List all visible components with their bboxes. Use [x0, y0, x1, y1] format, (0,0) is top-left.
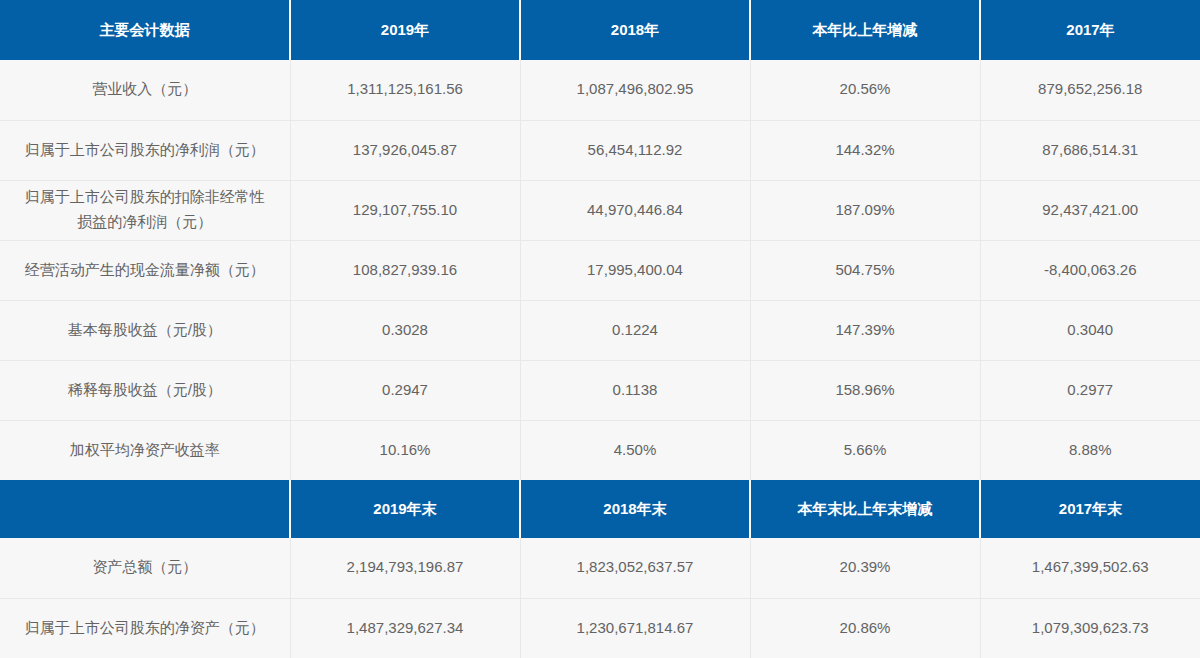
table-row-operating-cash-flow: 经营活动产生的现金流量净额（元） 108,827,939.16 17,995,4…	[0, 240, 1200, 300]
header-end-2018: 2018年末	[520, 480, 750, 538]
cell-value-2019: 10.16%	[290, 420, 520, 480]
table-row-diluted-eps: 稀释每股收益（元/股） 0.2947 0.1138 158.96% 0.2977	[0, 360, 1200, 420]
cell-value-2017: 0.3040	[980, 300, 1200, 360]
cell-value-2017: 879,652,256.18	[980, 60, 1200, 120]
cell-value-2018: 4.50%	[520, 420, 750, 480]
table-row-weighted-avg-roe: 加权平均净资产收益率 10.16% 4.50% 5.66% 8.88%	[0, 420, 1200, 480]
table-row-total-assets: 资产总额（元） 2,194,793,196.87 1,823,052,637.5…	[0, 538, 1200, 598]
row-label: 归属于上市公司股东的净利润（元）	[0, 120, 290, 180]
table-row-net-profit-excl-nonrecurring: 归属于上市公司股东的扣除非经常性损益的净利润（元） 129,107,755.10…	[0, 180, 1200, 240]
key-accounting-data-table: 主要会计数据 2019年 2018年 本年比上年增减 2017年 营业收入（元）…	[0, 0, 1200, 658]
row-label: 稀释每股收益（元/股）	[0, 360, 290, 420]
cell-value-2019: 1,311,125,161.56	[290, 60, 520, 120]
cell-value-2019: 0.2947	[290, 360, 520, 420]
cell-value-2019: 137,926,045.87	[290, 120, 520, 180]
row-label: 归属于上市公司股东的净资产（元）	[0, 598, 290, 658]
cell-value-2017: 87,686,514.31	[980, 120, 1200, 180]
cell-value-2017: 0.2977	[980, 360, 1200, 420]
cell-value-change: 187.09%	[750, 180, 980, 240]
cell-value-2017: 8.88%	[980, 420, 1200, 480]
header-empty	[0, 480, 290, 538]
cell-value-2019: 108,827,939.16	[290, 240, 520, 300]
header-year-end-change: 本年末比上年末增减	[750, 480, 980, 538]
cell-value-change: 20.86%	[750, 598, 980, 658]
cell-value-2017: 1,467,399,502.63	[980, 538, 1200, 598]
cell-value-2017: -8,400,063.26	[980, 240, 1200, 300]
row-label: 加权平均净资产收益率	[0, 420, 290, 480]
header-end-2019: 2019年末	[290, 480, 520, 538]
year-end-header-row: 2019年末 2018年末 本年末比上年末增减 2017年末	[0, 480, 1200, 538]
cell-value-change: 158.96%	[750, 360, 980, 420]
cell-value-change: 5.66%	[750, 420, 980, 480]
table-row-net-profit: 归属于上市公司股东的净利润（元） 137,926,045.87 56,454,1…	[0, 120, 1200, 180]
cell-value-2019: 1,487,329,627.34	[290, 598, 520, 658]
cell-value-2019: 2,194,793,196.87	[290, 538, 520, 598]
row-label: 资产总额（元）	[0, 538, 290, 598]
row-label: 归属于上市公司股东的扣除非经常性损益的净利润（元）	[0, 180, 290, 240]
cell-value-2018: 1,087,496,802.95	[520, 60, 750, 120]
cell-value-2018: 0.1138	[520, 360, 750, 420]
cell-value-2018: 0.1224	[520, 300, 750, 360]
cell-value-change: 504.75%	[750, 240, 980, 300]
cell-value-change: 20.56%	[750, 60, 980, 120]
cell-value-2017: 1,079,309,623.73	[980, 598, 1200, 658]
header-year-2017: 2017年	[980, 0, 1200, 60]
table-row-operating-revenue: 营业收入（元） 1,311,125,161.56 1,087,496,802.9…	[0, 60, 1200, 120]
row-label: 营业收入（元）	[0, 60, 290, 120]
cell-value-2018: 1,230,671,814.67	[520, 598, 750, 658]
cell-value-2018: 56,454,112.92	[520, 120, 750, 180]
cell-value-2019: 129,107,755.10	[290, 180, 520, 240]
cell-value-change: 20.39%	[750, 538, 980, 598]
cell-value-2018: 17,995,400.04	[520, 240, 750, 300]
row-label: 基本每股收益（元/股）	[0, 300, 290, 360]
header-year-2019: 2019年	[290, 0, 520, 60]
header-end-2017: 2017年末	[980, 480, 1200, 538]
header-yoy-change: 本年比上年增减	[750, 0, 980, 60]
header-year-2018: 2018年	[520, 0, 750, 60]
table-row-net-assets: 归属于上市公司股东的净资产（元） 1,487,329,627.34 1,230,…	[0, 598, 1200, 658]
cell-value-change: 144.32%	[750, 120, 980, 180]
cell-value-2018: 44,970,446.84	[520, 180, 750, 240]
header-main-accounting-data: 主要会计数据	[0, 0, 290, 60]
cell-value-change: 147.39%	[750, 300, 980, 360]
cell-value-2019: 0.3028	[290, 300, 520, 360]
cell-value-2017: 92,437,421.00	[980, 180, 1200, 240]
annual-header-row: 主要会计数据 2019年 2018年 本年比上年增减 2017年	[0, 0, 1200, 60]
table-row-basic-eps: 基本每股收益（元/股） 0.3028 0.1224 147.39% 0.3040	[0, 300, 1200, 360]
cell-value-2018: 1,823,052,637.57	[520, 538, 750, 598]
row-label: 经营活动产生的现金流量净额（元）	[0, 240, 290, 300]
